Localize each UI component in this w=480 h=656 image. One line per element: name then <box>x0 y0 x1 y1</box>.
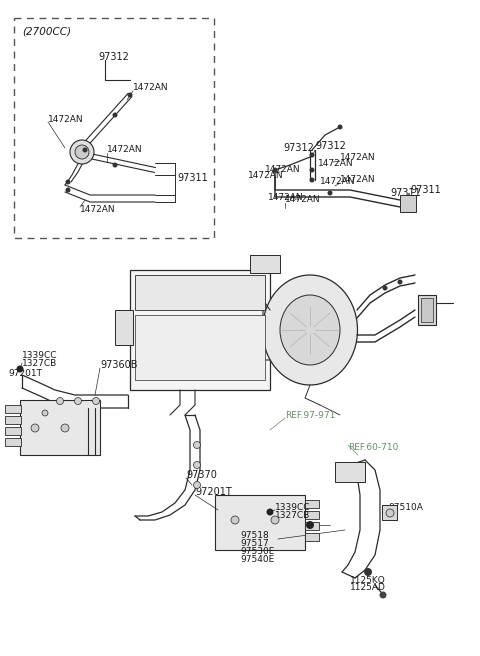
Text: 97518: 97518 <box>240 531 269 539</box>
Text: 1472AN: 1472AN <box>133 83 168 92</box>
Bar <box>382 505 397 520</box>
Text: 1472AN: 1472AN <box>340 154 376 163</box>
Text: 1472AN: 1472AN <box>340 176 376 184</box>
Bar <box>421 298 433 322</box>
Circle shape <box>74 398 82 405</box>
Ellipse shape <box>280 295 340 365</box>
Text: 97312: 97312 <box>283 143 314 153</box>
Bar <box>130 270 270 390</box>
Circle shape <box>271 516 279 524</box>
Text: 1472AN: 1472AN <box>318 159 354 167</box>
Text: (2700CC): (2700CC) <box>22 27 71 37</box>
Text: 97312: 97312 <box>315 141 346 151</box>
Text: REF.60-710: REF.60-710 <box>348 443 398 453</box>
Bar <box>115 310 133 345</box>
Text: 1339CC: 1339CC <box>22 350 58 359</box>
Text: 1472AN: 1472AN <box>285 195 321 205</box>
Circle shape <box>128 92 132 98</box>
Circle shape <box>386 509 394 517</box>
Text: 1472AN: 1472AN <box>265 165 300 174</box>
Circle shape <box>266 508 274 516</box>
Text: 97311: 97311 <box>177 173 208 183</box>
Text: 97311: 97311 <box>410 185 441 195</box>
Circle shape <box>42 410 48 416</box>
Text: 97370: 97370 <box>186 470 217 480</box>
Bar <box>400 195 416 212</box>
Bar <box>5 438 21 446</box>
Text: 1125KQ: 1125KQ <box>350 575 386 584</box>
Text: 97530E: 97530E <box>240 546 275 556</box>
Text: 97517: 97517 <box>240 539 269 548</box>
Text: 97311: 97311 <box>390 188 421 198</box>
Circle shape <box>193 462 201 468</box>
Bar <box>215 495 305 550</box>
Text: REF.97-971: REF.97-971 <box>285 411 336 419</box>
Circle shape <box>61 424 69 432</box>
Text: 1125AD: 1125AD <box>350 583 386 592</box>
Circle shape <box>57 398 63 405</box>
Bar <box>135 275 265 310</box>
Bar <box>335 462 365 482</box>
Circle shape <box>70 140 94 164</box>
Circle shape <box>112 163 118 167</box>
Text: 97312: 97312 <box>98 52 129 62</box>
Circle shape <box>327 190 333 195</box>
Circle shape <box>16 365 24 373</box>
Bar <box>305 500 319 508</box>
Text: 1472AN: 1472AN <box>80 205 116 215</box>
Bar <box>305 522 319 530</box>
Circle shape <box>65 188 71 192</box>
Circle shape <box>93 398 99 405</box>
Bar <box>5 416 21 424</box>
Text: 1327CB: 1327CB <box>275 512 310 520</box>
Text: 97201T: 97201T <box>195 487 232 497</box>
Text: 1339CC: 1339CC <box>275 504 311 512</box>
Circle shape <box>310 167 314 173</box>
Circle shape <box>397 279 403 285</box>
Bar <box>5 405 21 413</box>
Bar <box>418 295 436 325</box>
Bar <box>135 315 265 380</box>
Text: 1472AN: 1472AN <box>107 146 143 155</box>
Circle shape <box>310 152 314 157</box>
Circle shape <box>310 178 314 182</box>
Circle shape <box>112 112 118 117</box>
Circle shape <box>83 148 87 152</box>
Circle shape <box>364 568 372 576</box>
Text: 1472AN: 1472AN <box>320 178 356 186</box>
Circle shape <box>65 180 71 184</box>
Circle shape <box>337 125 343 129</box>
Text: 97360B: 97360B <box>100 360 137 370</box>
Text: 97540E: 97540E <box>240 554 274 564</box>
Text: 1327CB: 1327CB <box>22 358 57 367</box>
Bar <box>5 427 21 435</box>
Bar <box>305 511 319 519</box>
Bar <box>305 533 319 541</box>
Text: 97510A: 97510A <box>388 504 423 512</box>
Circle shape <box>273 167 277 173</box>
Circle shape <box>193 441 201 449</box>
Circle shape <box>75 145 89 159</box>
Ellipse shape <box>263 275 358 385</box>
Text: 1472AN: 1472AN <box>268 194 304 203</box>
Text: 1472AN: 1472AN <box>248 171 284 180</box>
Bar <box>250 255 280 273</box>
Circle shape <box>383 285 387 291</box>
Circle shape <box>306 521 314 529</box>
Circle shape <box>193 482 201 489</box>
Bar <box>20 400 100 455</box>
Circle shape <box>31 424 39 432</box>
Text: 1472AN: 1472AN <box>48 115 84 125</box>
Circle shape <box>231 516 239 524</box>
Circle shape <box>380 592 386 598</box>
Text: 97201T: 97201T <box>8 369 42 377</box>
Bar <box>14 18 214 238</box>
